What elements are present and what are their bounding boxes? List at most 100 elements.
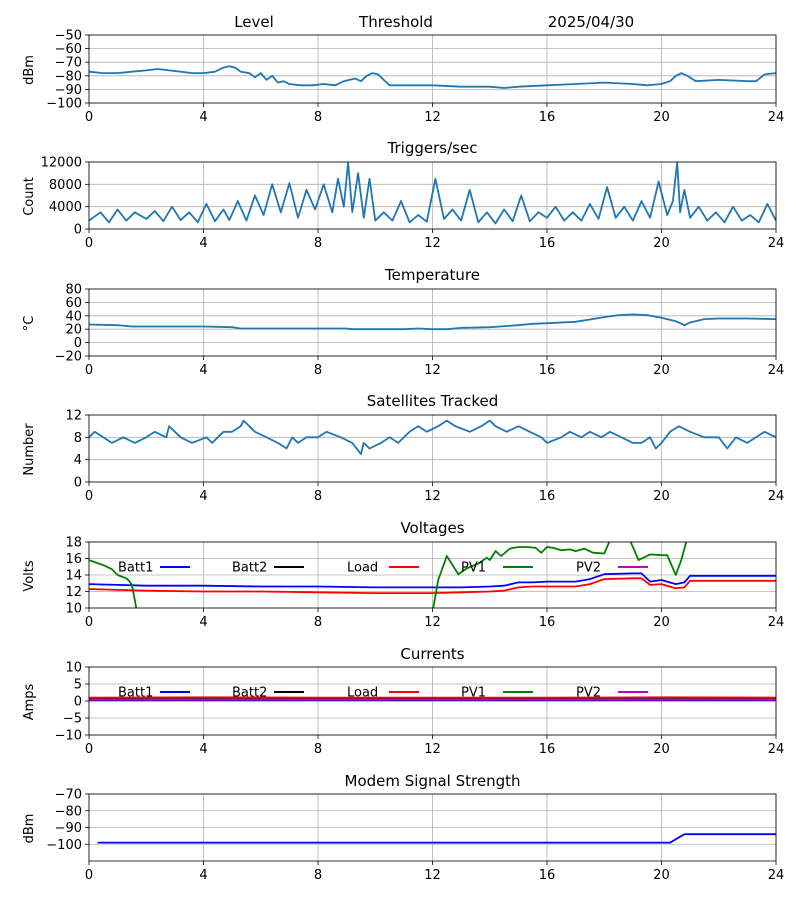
x-tick-label: 16 — [539, 742, 556, 757]
y-tick-label: 18 — [65, 536, 82, 551]
y-tick-label: −10 — [55, 729, 82, 744]
header-threshold-label: Threshold — [358, 13, 433, 31]
series-group — [89, 162, 776, 225]
y-tick-label: 80 — [65, 283, 82, 298]
x-tick-label: 4 — [199, 868, 207, 883]
x-tick-label: 4 — [199, 489, 207, 504]
series-pv1-line — [89, 542, 688, 608]
axes-frame — [88, 34, 777, 104]
series-group — [97, 833, 776, 844]
y-tick-label: 20 — [65, 323, 82, 338]
y-axis-label: dBm — [22, 814, 37, 844]
x-tick-label: 20 — [653, 236, 670, 251]
legend: Batt1 Batt2 Load PV1 PV2 — [118, 686, 648, 701]
x-tick-label: 16 — [539, 363, 556, 378]
series-line — [97, 833, 776, 844]
y-tick-label: 10 — [65, 661, 82, 676]
panel-triggers: Triggers/sec Count 0 4 8 12 16 20 24 12000 8000 400… — [22, 139, 784, 251]
y-tick-label: 60 — [65, 296, 82, 311]
x-tick-label: 16 — [539, 615, 556, 630]
x-tick-label: 0 — [85, 236, 93, 251]
y-axis-label: dBm — [22, 55, 37, 85]
y-tick-label: 10 — [65, 602, 82, 617]
y-tick-label: 12000 — [41, 156, 82, 171]
series-load-line — [89, 577, 776, 594]
x-tick-label: 0 — [85, 363, 93, 378]
x-tick-label: 24 — [768, 363, 785, 378]
x-tick-label: 20 — [653, 489, 670, 504]
x-tick-label: 8 — [314, 742, 322, 757]
y-tick-label: −60 — [55, 42, 82, 57]
x-tick-label: 12 — [424, 742, 441, 757]
panel-title: Modem Signal Strength — [345, 772, 521, 790]
x-tick-label: 8 — [314, 110, 322, 125]
legend-label-pv1: PV1 — [461, 686, 486, 701]
x-tick-label: 4 — [199, 615, 207, 630]
x-tick-label: 16 — [539, 868, 556, 883]
y-axis-label: Count — [22, 177, 37, 216]
series-group — [89, 65, 776, 89]
x-tick-label: 0 — [85, 868, 93, 883]
axes-frame — [88, 288, 777, 357]
legend-label-batt2: Batt2 — [232, 561, 267, 576]
y-tick-label: 0 — [74, 223, 82, 238]
y-tick-label: −80 — [55, 804, 82, 819]
legend-label-batt1: Batt1 — [118, 686, 153, 701]
legend-label-pv1: PV1 — [461, 561, 486, 576]
x-tick-label: 8 — [314, 363, 322, 378]
panel-modem: Modem Signal Strength dBm 0 4 8 12 16 20 24 −70−8… — [22, 772, 784, 883]
x-tick-label: 12 — [424, 615, 441, 630]
x-tick-label: 12 — [424, 110, 441, 125]
series-group — [89, 542, 776, 608]
x-tick-label: 8 — [314, 615, 322, 630]
y-tick-label: −70 — [55, 788, 82, 803]
x-tick-label: 4 — [199, 236, 207, 251]
legend-label-pv2: PV2 — [576, 686, 601, 701]
series-line — [89, 313, 776, 331]
x-tick-label: 0 — [85, 489, 93, 504]
x-tick-label: 0 — [85, 110, 93, 125]
y-tick-label: 5 — [74, 678, 82, 693]
y-tick-label: 12 — [65, 585, 82, 600]
x-tick-label: 8 — [314, 236, 322, 251]
panel-level: dBm 0 4 8 12 16 20 24 −50−60−70−80−90−100 — [22, 29, 784, 126]
y-axis-label: Number — [22, 423, 37, 476]
panel-title: Temperature — [384, 266, 480, 284]
header-date: 2025/04/30 — [548, 13, 634, 31]
axes-frame — [88, 666, 777, 736]
y-axis-label: Volts — [22, 560, 37, 592]
y-tick-label: 14 — [65, 569, 82, 584]
figure-header: Level Threshold 2025/04/30 — [234, 13, 634, 31]
x-tick-label: 8 — [314, 489, 322, 504]
series-group — [89, 419, 776, 456]
y-tick-label: 40 — [65, 309, 82, 324]
x-tick-label: 8 — [314, 868, 322, 883]
panel-title: Currents — [400, 645, 464, 663]
y-tick-label: −100 — [46, 838, 82, 853]
series-group — [89, 696, 776, 702]
x-tick-label: 24 — [768, 110, 785, 125]
legend-label-load: Load — [347, 686, 378, 701]
x-tick-label: 12 — [424, 868, 441, 883]
y-tick-label: −70 — [55, 56, 82, 71]
legend-label-pv2: PV2 — [576, 561, 601, 576]
axes-frame — [88, 541, 777, 609]
x-tick-label: 20 — [653, 363, 670, 378]
x-tick-label: 12 — [424, 236, 441, 251]
panel-title: Satellites Tracked — [367, 392, 498, 410]
axes-frame — [88, 414, 777, 483]
x-tick-label: 20 — [653, 110, 670, 125]
x-tick-label: 16 — [539, 236, 556, 251]
y-tick-label: 0 — [74, 476, 82, 491]
y-tick-label: −5 — [63, 712, 82, 727]
x-tick-label: 20 — [653, 868, 670, 883]
y-tick-label: 8000 — [49, 178, 82, 193]
series-line — [89, 419, 776, 456]
x-tick-label: 24 — [768, 868, 785, 883]
y-tick-label: 8 — [74, 431, 82, 446]
panel-title: Voltages — [400, 519, 464, 537]
y-tick-label: −100 — [46, 97, 82, 112]
